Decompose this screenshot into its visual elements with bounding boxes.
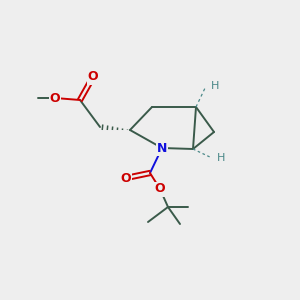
Text: O: O [88,70,98,83]
Text: O: O [121,172,131,184]
Text: H: H [211,81,219,91]
Text: N: N [157,142,167,154]
Text: O: O [155,182,165,196]
Text: O: O [50,92,60,104]
Text: H: H [217,153,225,163]
